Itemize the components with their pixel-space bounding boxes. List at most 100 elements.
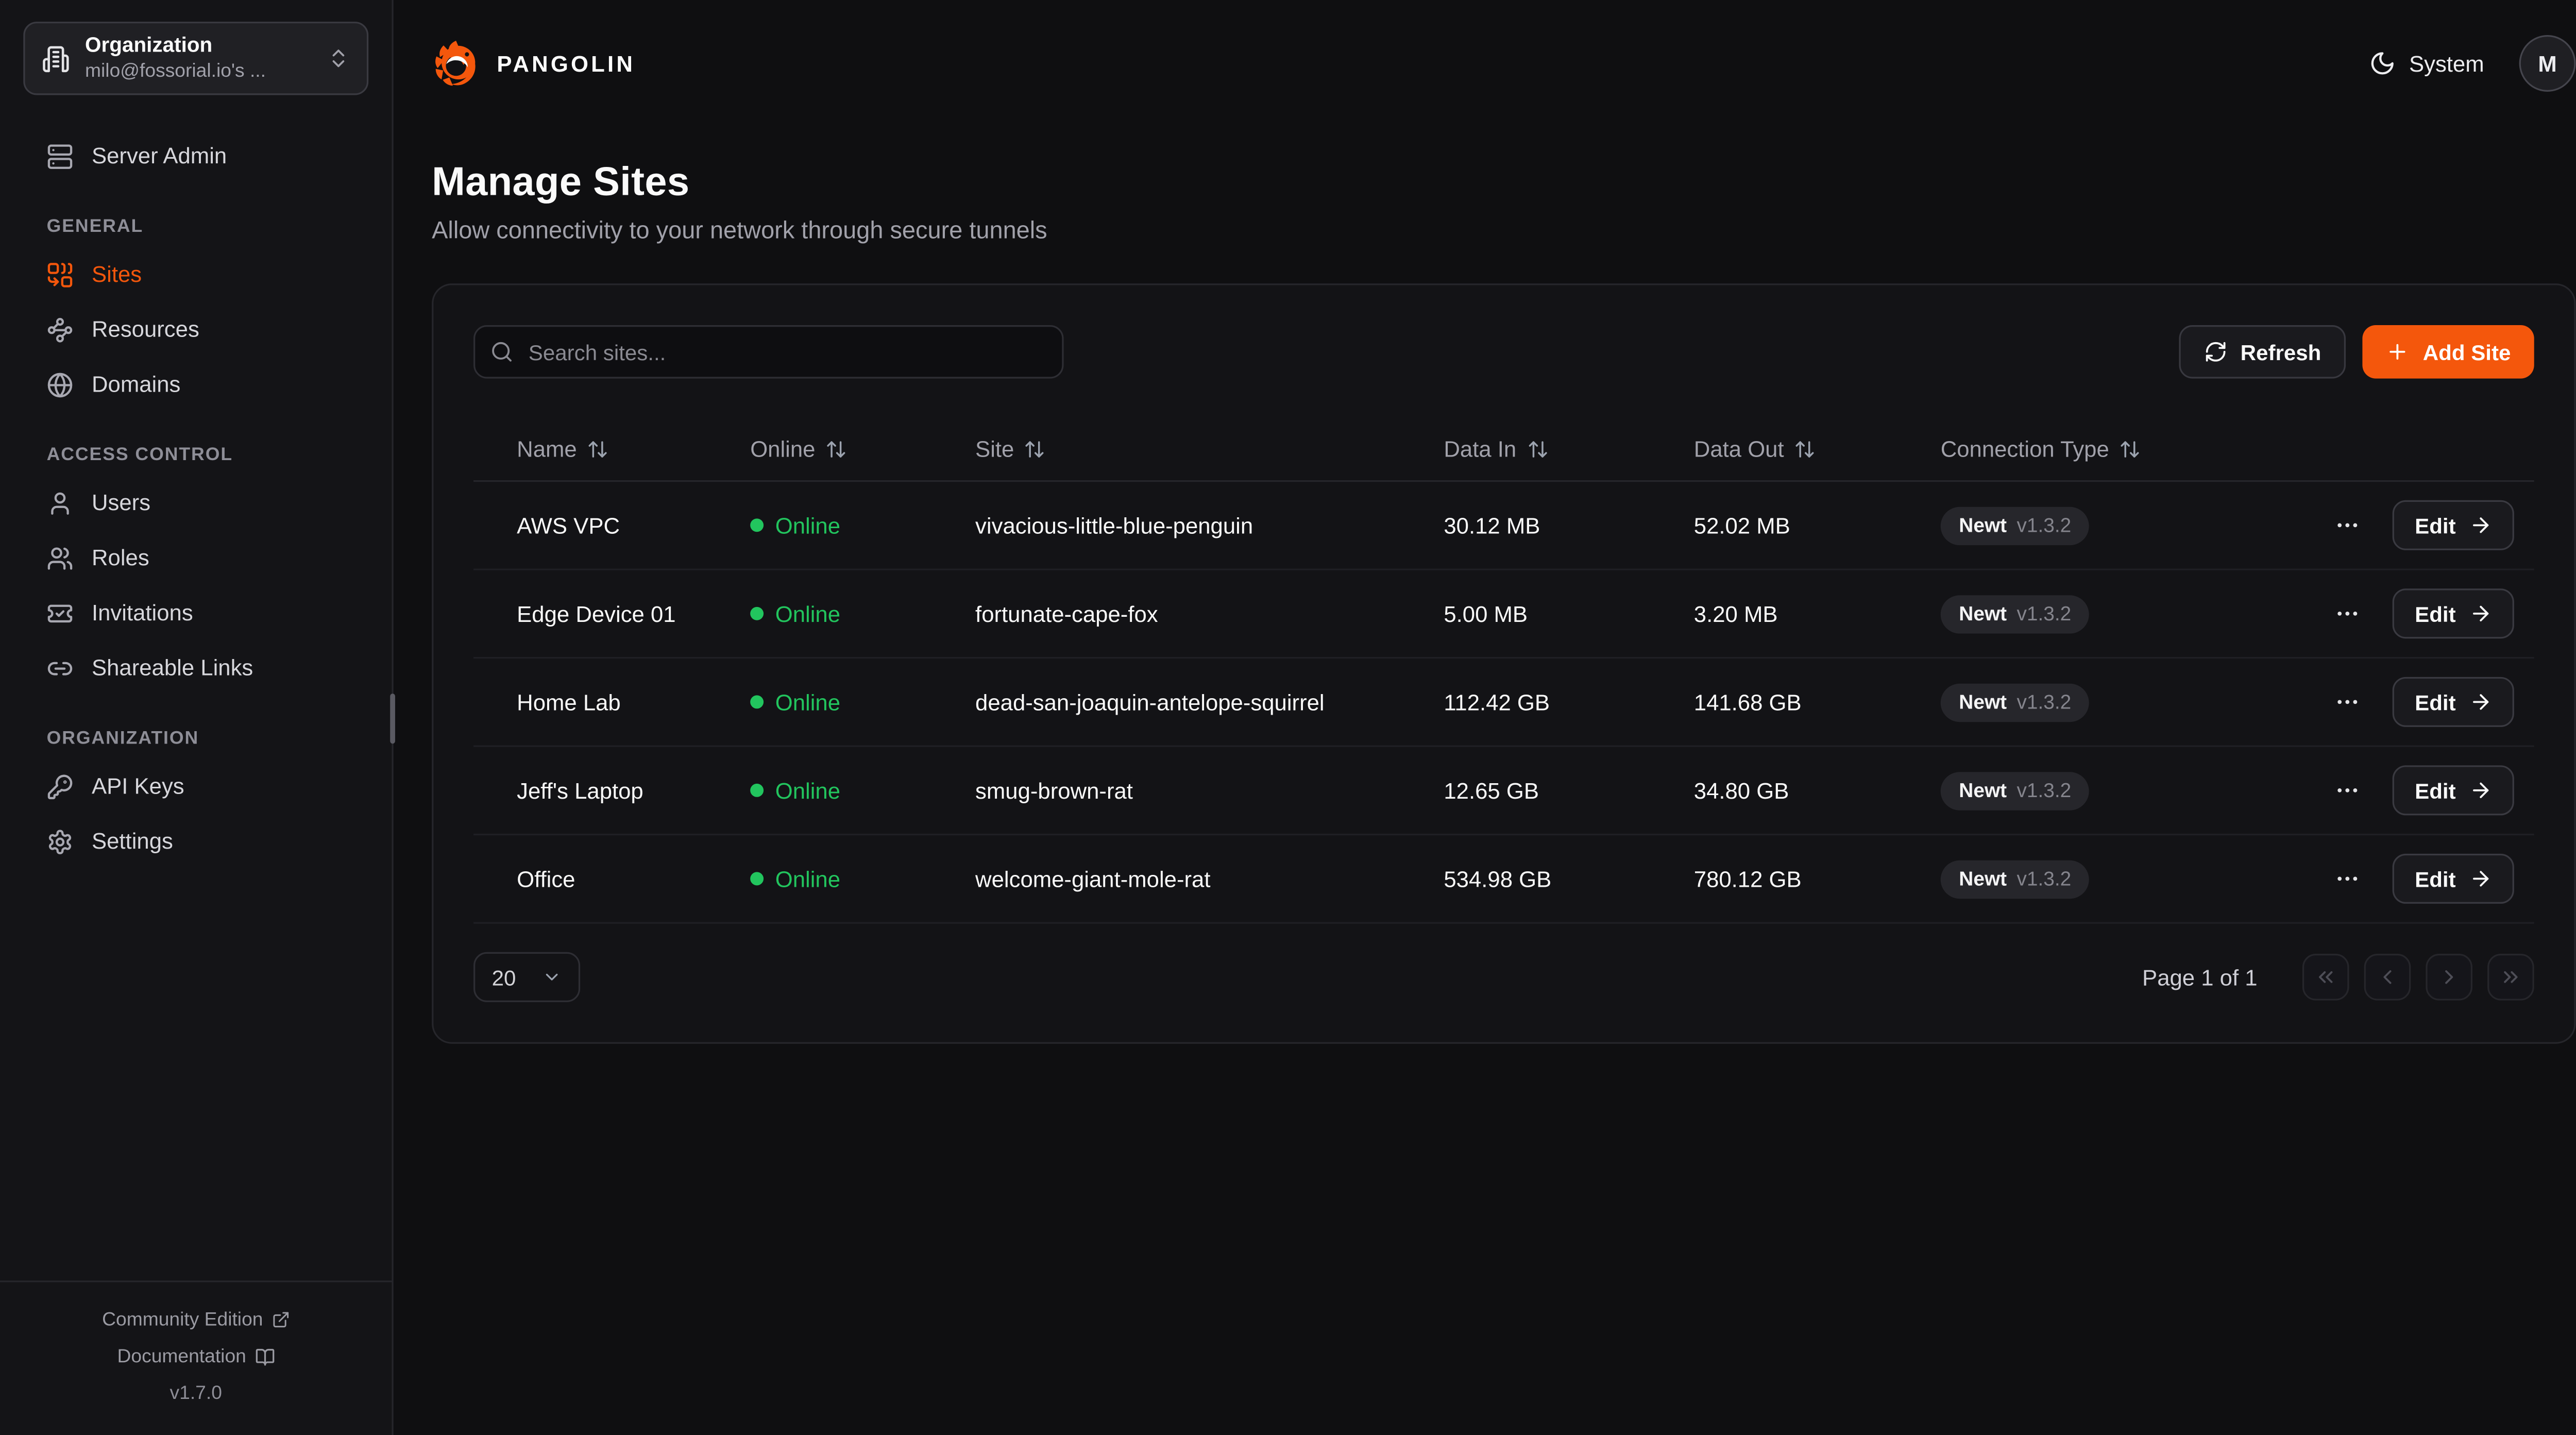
theme-toggle[interactable]: System <box>2369 50 2484 77</box>
status-dot <box>750 695 764 709</box>
sidebar-item-sites[interactable]: Sites <box>0 247 392 302</box>
data-in-value: 534.98 GB <box>1444 866 1552 891</box>
sidebar-item-settings[interactable]: Settings <box>0 814 392 869</box>
site-slug: smug-brown-rat <box>975 778 1133 803</box>
site-name: Edge Device 01 <box>517 601 676 627</box>
column-header-data-in[interactable]: Data In <box>1444 437 1693 462</box>
main-content: PANGOLIN System M Manage Sites Allow con… <box>394 0 2576 1435</box>
sidebar-item-domains[interactable]: Domains <box>0 357 392 412</box>
table-row: Jeff's Laptop Online smug-brown-rat 12.6… <box>473 747 2534 836</box>
table-header-row: Name Online Site Data In <box>473 418 2534 482</box>
edit-button[interactable]: Edit <box>2393 853 2514 904</box>
waypoints-icon <box>47 316 74 343</box>
sort-icon <box>1528 441 1547 458</box>
sites-card: Refresh Add Site Name Online <box>432 283 2576 1044</box>
next-page-button[interactable] <box>2426 953 2472 1001</box>
users-icon <box>47 545 74 571</box>
edit-label: Edit <box>2415 778 2456 803</box>
connection-type: Newt <box>1959 513 2007 537</box>
sidebar-item-resources[interactable]: Resources <box>0 302 392 357</box>
site-slug: fortunate-cape-fox <box>975 601 1158 627</box>
org-picker[interactable]: Organization milo@fossorial.io's ... <box>23 22 369 95</box>
connection-type-badge: Newt v1.3.2 <box>1940 594 2090 633</box>
edit-button[interactable]: Edit <box>2393 765 2514 816</box>
org-picker-texts: Organization milo@fossorial.io's ... <box>85 33 266 83</box>
arrow-right-icon <box>2473 782 2489 798</box>
edit-button[interactable]: Edit <box>2393 500 2514 550</box>
connection-version: v1.3.2 <box>2016 513 2072 537</box>
first-page-button[interactable] <box>2302 953 2349 1001</box>
sidebar-item-label: Resources <box>91 316 199 342</box>
search-icon <box>492 342 512 362</box>
avatar[interactable]: M <box>2519 35 2576 92</box>
edit-button[interactable]: Edit <box>2393 677 2514 727</box>
gear-icon <box>47 828 74 855</box>
connection-version: v1.3.2 <box>2016 602 2072 626</box>
sidebar-item-users[interactable]: Users <box>0 475 392 530</box>
sidebar-item-api-keys[interactable]: API Keys <box>0 758 392 814</box>
chevrons-up-down-icon <box>327 47 350 70</box>
key-icon <box>47 773 74 800</box>
column-label: Connection Type <box>1940 436 2109 462</box>
sort-icon <box>2121 441 2139 458</box>
user-icon <box>47 489 74 516</box>
arrow-right-icon <box>2473 694 2489 710</box>
connection-type-badge: Newt v1.3.2 <box>1940 859 2090 898</box>
status-dot <box>750 872 764 886</box>
community-edition-link[interactable]: Community Edition <box>102 1310 290 1330</box>
column-header-site[interactable]: Site <box>975 437 1444 462</box>
row-menu-button[interactable] <box>2331 774 2365 807</box>
previous-page-button[interactable] <box>2364 953 2411 1001</box>
topbar: PANGOLIN System M <box>432 22 2576 105</box>
table-row: AWS VPC Online vivacious-little-blue-pen… <box>473 482 2534 570</box>
sidebar-item-server-admin[interactable]: Server Admin <box>0 128 392 183</box>
data-out-value: 780.12 GB <box>1693 866 1802 891</box>
last-page-button[interactable] <box>2487 953 2534 1001</box>
page-indicator: Page 1 of 1 <box>2142 965 2258 990</box>
table-row: Edge Device 01 Online fortunate-cape-fox… <box>473 570 2534 659</box>
status-dot <box>750 606 764 620</box>
data-out-value: 141.68 GB <box>1693 689 1802 715</box>
column-header-name[interactable]: Name <box>517 437 750 462</box>
connection-type: Newt <box>1959 602 2007 626</box>
site-name: AWS VPC <box>517 513 620 538</box>
column-header-data-out[interactable]: Data Out <box>1694 437 1941 462</box>
chevrons-left-icon <box>2319 971 2333 983</box>
chevron-right-icon <box>2445 970 2453 984</box>
row-menu-button[interactable] <box>2331 685 2365 719</box>
sidebar-item-invitations[interactable]: Invitations <box>0 585 392 640</box>
column-label: Site <box>975 436 1014 462</box>
search-input[interactable] <box>473 325 1064 379</box>
row-menu-button[interactable] <box>2331 597 2365 630</box>
sidebar-item-roles[interactable]: Roles <box>0 530 392 585</box>
sites-toolbar: Refresh Add Site <box>473 325 2534 379</box>
documentation-link[interactable]: Documentation <box>117 1346 275 1366</box>
chevron-down-icon <box>546 973 558 981</box>
column-label: Name <box>517 436 577 462</box>
sidebar-item-shareable-links[interactable]: Shareable Links <box>0 640 392 696</box>
add-site-button[interactable]: Add Site <box>2363 325 2534 379</box>
data-in-value: 12.65 GB <box>1444 778 1539 803</box>
building-icon <box>42 44 70 73</box>
chevrons-right-icon <box>2504 971 2518 983</box>
column-label: Online <box>750 436 816 462</box>
row-menu-button[interactable] <box>2331 862 2365 896</box>
page-size-select[interactable]: 20 <box>473 952 581 1002</box>
row-menu-button[interactable] <box>2331 509 2365 542</box>
sidebar-resize-handle[interactable] <box>390 694 395 744</box>
arrow-right-icon <box>2473 517 2489 533</box>
community-edition-label: Community Edition <box>102 1309 263 1330</box>
column-header-connection-type[interactable]: Connection Type <box>1941 437 2514 462</box>
edit-button[interactable]: Edit <box>2393 588 2514 639</box>
brand-name: PANGOLIN <box>497 50 636 76</box>
column-header-online[interactable]: Online <box>750 437 975 462</box>
refresh-button[interactable]: Refresh <box>2178 325 2346 379</box>
status-dot <box>750 518 764 532</box>
status-label: Online <box>775 778 841 803</box>
sites-table: Name Online Site Data In <box>473 418 2534 924</box>
sidebar-nav: Server Admin GENERAL Sites Resources Dom… <box>0 95 392 1279</box>
documentation-label: Documentation <box>117 1346 246 1366</box>
sort-icon <box>827 441 845 458</box>
refresh-icon <box>2206 342 2226 362</box>
